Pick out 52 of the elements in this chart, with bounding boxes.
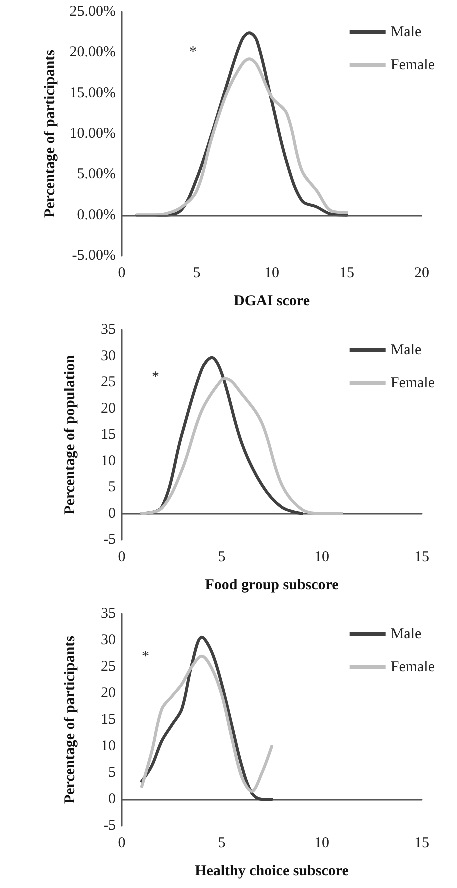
x-axis-title: Healthy choice subscore [195,864,350,880]
y-tick-label: 10.00% [70,126,116,142]
annotation: * [190,44,197,61]
y-tick-label: 10 [101,453,116,470]
x-tick-label: 5 [193,266,201,282]
y-tick-label: 20 [101,686,116,702]
legend-label: Female [390,376,436,392]
x-tick-label: 5 [218,836,226,852]
y-tick-label: 20 [101,400,116,417]
y-tick-label: 20.00% [70,44,116,61]
y-tick-label: 5 [108,480,116,496]
y-tick-label: 0 [108,792,116,808]
y-tick-label: 25 [101,659,116,675]
legend-label: Female [390,660,436,676]
y-tick-label: 15 [101,427,116,443]
y-tick-label: 0 [108,506,116,522]
x-tick-label: 10 [314,836,330,852]
y-tick-label: 25.00% [70,4,116,20]
y-tick-label: 5 [108,765,116,781]
annotation: * [152,369,160,386]
y-tick-label: 35 [101,606,116,622]
y-tick-label: 30 [101,348,116,364]
y-tick-label: -5 [104,818,116,834]
x-tick-label: 20 [414,266,430,282]
x-tick-label: 15 [414,550,430,566]
line-series [140,377,344,516]
y-axis-title: Percentage of participants [62,636,78,804]
legend-label: Male [390,342,422,358]
x-tick-label: 15 [414,836,430,852]
x-tick-label: 5 [218,550,226,566]
legend-label: Female [390,58,436,74]
legend-label: Male [390,24,422,40]
line-series [140,636,274,801]
x-axis-title: Food group subscore [205,578,340,594]
y-tick-label: 10 [101,738,116,754]
y-tick-label: 25 [101,374,116,390]
y-tick-label: 5.00% [77,166,116,183]
x-tick-label: 10 [314,550,330,566]
x-tick-label: 10 [264,266,280,282]
y-tick-label: 30 [101,632,116,648]
y-tick-label: 15 [101,712,116,728]
legend-label: Male [390,626,422,642]
x-axis-title: DGAI score [234,294,310,310]
y-tick-label: 15.00% [70,85,116,102]
y-axis-title: Percentage of participants [42,50,58,218]
y-tick-label: 35 [101,322,116,338]
y-tick-label: 0.00% [77,207,116,224]
y-tick-label: -5.00% [72,248,116,264]
y-tick-label: -5 [104,532,116,548]
y-axis-title: Percentage of population [62,354,78,515]
x-tick-label: 15 [340,266,354,282]
annotation: * [142,648,150,665]
